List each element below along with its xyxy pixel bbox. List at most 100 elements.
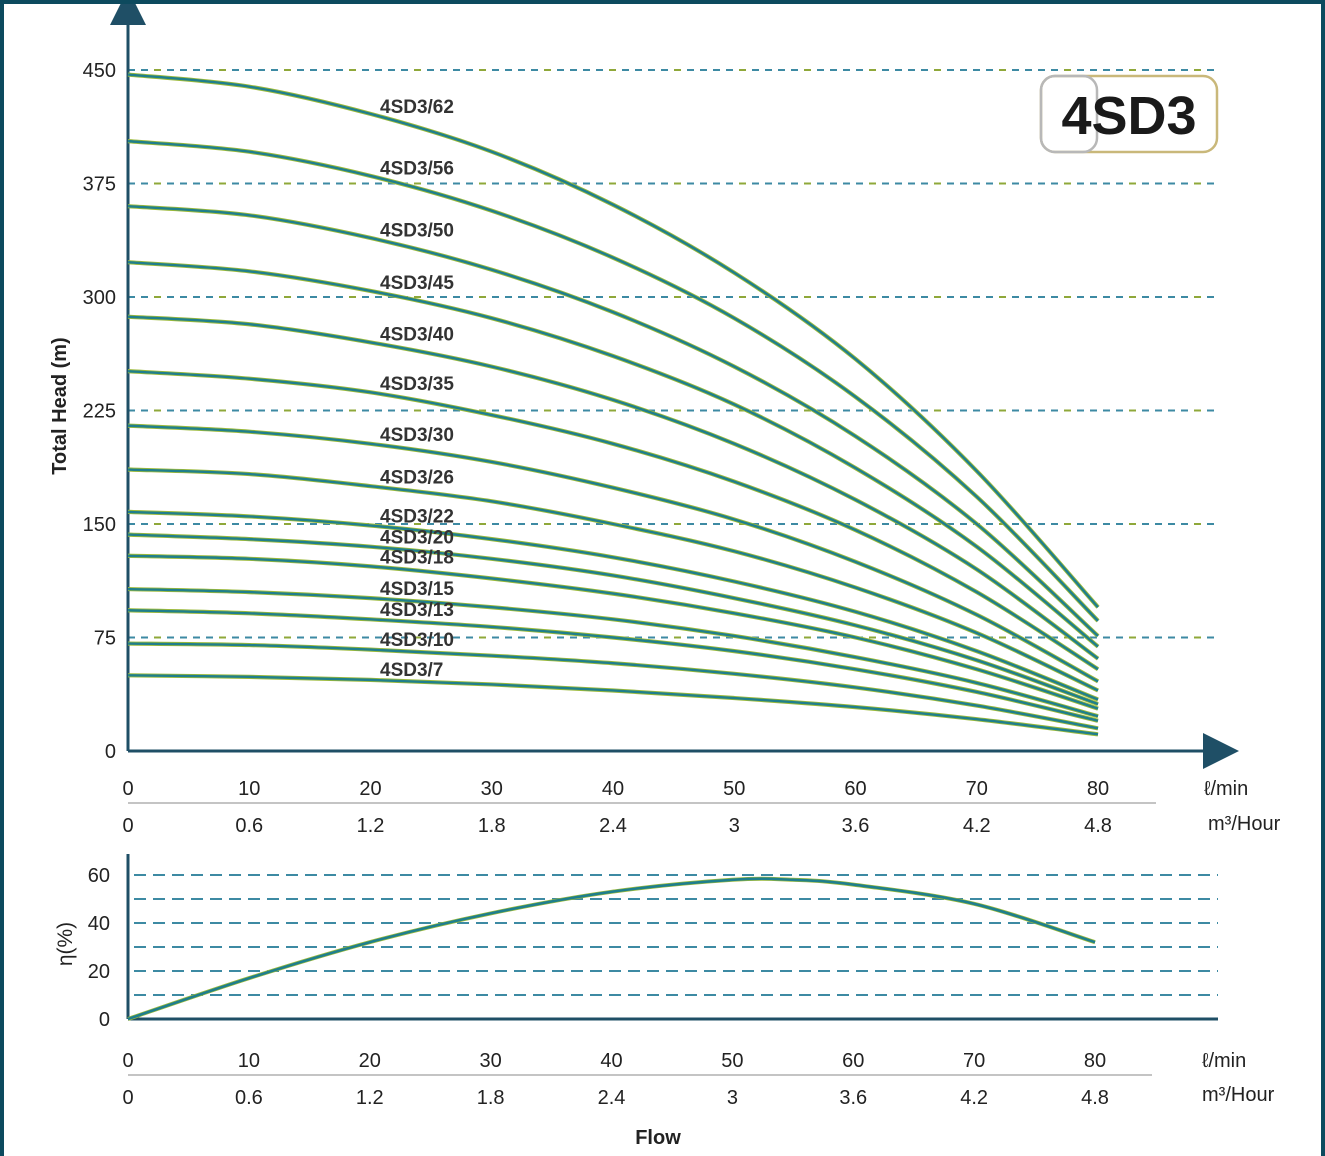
efficiency-x2-tick: 0.6	[235, 1087, 263, 1109]
efficiency-x-tick: 10	[238, 1050, 260, 1072]
curve-label: 4SD3/22	[380, 507, 454, 528]
curve-label: 4SD3/7	[380, 660, 443, 681]
head-curve-edge	[127, 673, 1099, 737]
head-x2-tick: 2.4	[599, 815, 627, 837]
head-x-units: ℓ/min	[1204, 778, 1248, 800]
head-tick-labels: 0 75 150 225 300 375 450 0 10 20 30 40 50 60 70 80 0 0.6 1…	[83, 60, 1112, 837]
head-curve	[127, 369, 1099, 671]
head-x2-tick: 1.8	[478, 815, 506, 837]
efficiency-x2-tick: 4.2	[960, 1087, 988, 1109]
curve-labels: 4SD3/62 4SD3/56 4SD3/50 4SD3/45 4SD3/40 4SD3/…	[380, 97, 454, 681]
head-x-tick: 70	[966, 778, 988, 800]
efficiency-x-tick: 30	[480, 1050, 502, 1072]
head-curve	[127, 587, 1099, 718]
head-y-tick: 450	[83, 60, 116, 82]
head-y-tick: 0	[105, 741, 116, 763]
head-curve	[127, 260, 1099, 648]
head-x2-tick: 3	[729, 815, 740, 837]
head-x-tick: 60	[844, 778, 866, 800]
curve-label: 4SD3/18	[380, 547, 454, 568]
head-curve	[127, 510, 1099, 701]
head-curve	[127, 139, 1099, 622]
efficiency-x2-tick: 3.6	[839, 1087, 867, 1109]
curve-label: 4SD3/62	[380, 97, 454, 118]
efficiency-y-tick: 0	[99, 1009, 110, 1031]
head-curve-edge	[127, 204, 1100, 638]
head-curve	[127, 642, 1099, 730]
head-y-tick: 375	[83, 174, 116, 196]
head-x-tick: 40	[602, 778, 624, 800]
head-x-tick: 50	[723, 778, 745, 800]
head-x2-units: m³/Hour	[1208, 813, 1281, 835]
head-curve	[127, 73, 1099, 609]
head-curve	[127, 554, 1099, 710]
head-y-tick: 300	[83, 287, 116, 309]
efficiency-x2-tick: 1.2	[356, 1087, 384, 1109]
head-curve-edge	[127, 608, 1099, 723]
curve-label: 4SD3/10	[380, 630, 454, 651]
head-curve	[127, 468, 1099, 692]
head-curve	[127, 315, 1099, 660]
efficiency-curve-line	[127, 877, 1096, 1021]
efficiency-y-tick: 20	[88, 961, 110, 983]
efficiency-y-axis-title: η(%)	[54, 922, 77, 966]
efficiency-x-tick: 20	[359, 1050, 381, 1072]
head-x2-tick: 0	[122, 815, 133, 837]
efficiency-y-tick: 60	[88, 865, 110, 887]
efficiency-x2-tick: 1.8	[477, 1087, 505, 1109]
head-curve-edge	[127, 260, 1100, 649]
curve-label: 4SD3/35	[380, 374, 454, 395]
head-x-tick: 0	[122, 778, 133, 800]
model-badge-text: 4SD3	[1061, 86, 1196, 146]
model-badge: 4SD3	[1039, 74, 1219, 154]
efficiency-x2-tick: 3	[727, 1087, 738, 1109]
head-y-tick: 150	[83, 514, 116, 536]
curve-label: 4SD3/20	[380, 528, 454, 549]
efficiency-x-tick: 60	[842, 1050, 864, 1072]
efficiency-x2-tick: 4.8	[1081, 1087, 1109, 1109]
curve-label: 4SD3/13	[380, 600, 454, 621]
pump-performance-chart: 4SD3/62 4SD3/56 4SD3/50 4SD3/45 4SD3/40 4SD3/…	[49, 4, 1281, 1149]
head-x-tick: 20	[359, 778, 381, 800]
head-x-tick: 80	[1087, 778, 1109, 800]
curve-label: 4SD3/30	[380, 425, 454, 446]
curve-label: 4SD3/50	[380, 220, 454, 241]
curve-label: 4SD3/15	[380, 579, 454, 600]
head-x-tick: 10	[238, 778, 260, 800]
efficiency-x-axis-title: Flow	[635, 1127, 681, 1149]
head-curve	[127, 609, 1099, 722]
head-x2-tick: 4.8	[1084, 815, 1112, 837]
head-curves	[127, 72, 1100, 737]
efficiency-y-tick: 40	[88, 913, 110, 935]
head-y-axis-title: Total Head (m)	[49, 337, 71, 474]
efficiency-x2-tick: 2.4	[598, 1087, 626, 1109]
efficiency-x-tick: 0	[122, 1050, 133, 1072]
head-curve	[127, 533, 1099, 706]
efficiency-x-tick: 70	[963, 1050, 985, 1072]
head-x2-tick: 3.6	[842, 815, 870, 837]
curve-label: 4SD3/26	[380, 467, 454, 488]
efficiency-tick-labels: 0 20 40 60 0 10 20 30 40 50 60 70 80 0 0.6 1.2 1.8 2.4 3 3.…	[88, 865, 1109, 1109]
head-curve	[127, 424, 1099, 683]
efficiency-x-units: ℓ/min	[1202, 1050, 1246, 1072]
head-y-tick: 225	[83, 401, 116, 423]
efficiency-curve	[127, 876, 1096, 1021]
head-curve	[127, 674, 1099, 736]
head-x2-tick: 4.2	[963, 815, 991, 837]
head-x-tick: 30	[481, 778, 503, 800]
curve-label: 4SD3/40	[380, 324, 454, 345]
efficiency-gridlines	[134, 874, 1218, 996]
head-x2-tick: 0.6	[235, 815, 263, 837]
efficiency-x2-tick: 0	[122, 1087, 133, 1109]
efficiency-x-tick: 80	[1084, 1050, 1106, 1072]
efficiency-x2-units: m³/Hour	[1202, 1084, 1275, 1106]
head-gridlines	[128, 69, 1218, 639]
efficiency-x-tick: 50	[721, 1050, 743, 1072]
chart-frame: 4SD3/62 4SD3/56 4SD3/50 4SD3/45 4SD3/40 4SD3/…	[4, 4, 1321, 1156]
curve-label: 4SD3/45	[380, 273, 454, 294]
curve-label: 4SD3/56	[380, 159, 454, 180]
head-y-tick: 75	[94, 628, 116, 650]
head-x2-tick: 1.2	[357, 815, 385, 837]
efficiency-x-tick: 40	[600, 1050, 622, 1072]
head-curve	[127, 205, 1099, 637]
